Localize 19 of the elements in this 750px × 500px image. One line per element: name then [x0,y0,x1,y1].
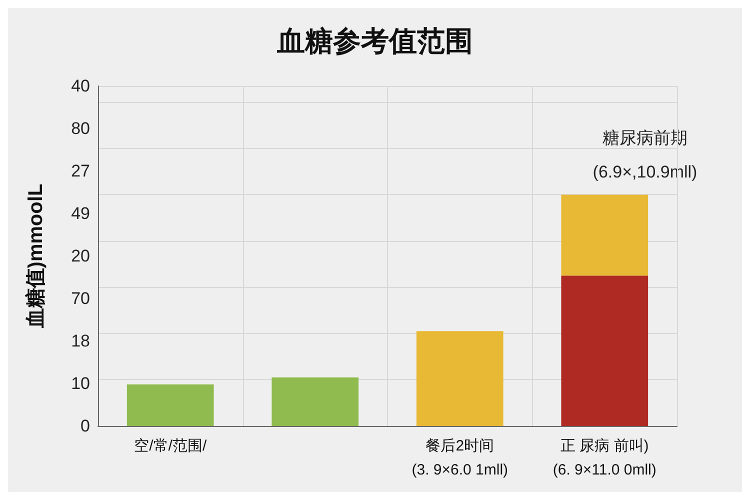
x-tick-label: 餐后2时间 (3. 9×6.0 1mll) [412,438,508,478]
text: 40 [71,76,90,96]
x-tick-label: 正 尿病 前叫) (6. 9×11.0 0mll) [552,438,656,478]
x-tick-label: 空/常/范围/ [134,438,208,454]
chart-title: 血糖参考值范围 [276,26,473,56]
bar [561,276,648,426]
text: (6.9×,10.9mll) [592,162,698,182]
bar [272,377,359,426]
text: 80 [71,119,90,138]
text: 20 [71,246,90,266]
text: 27 [71,162,90,180]
y-axis-title: 血糖值)mmoolL [24,184,47,330]
bar [126,384,214,426]
text: 0 [80,416,90,436]
text: 18 [71,332,90,350]
bar [561,194,648,276]
text: 70 [71,289,90,308]
text: 49 [71,204,90,223]
text: 10 [71,374,90,393]
